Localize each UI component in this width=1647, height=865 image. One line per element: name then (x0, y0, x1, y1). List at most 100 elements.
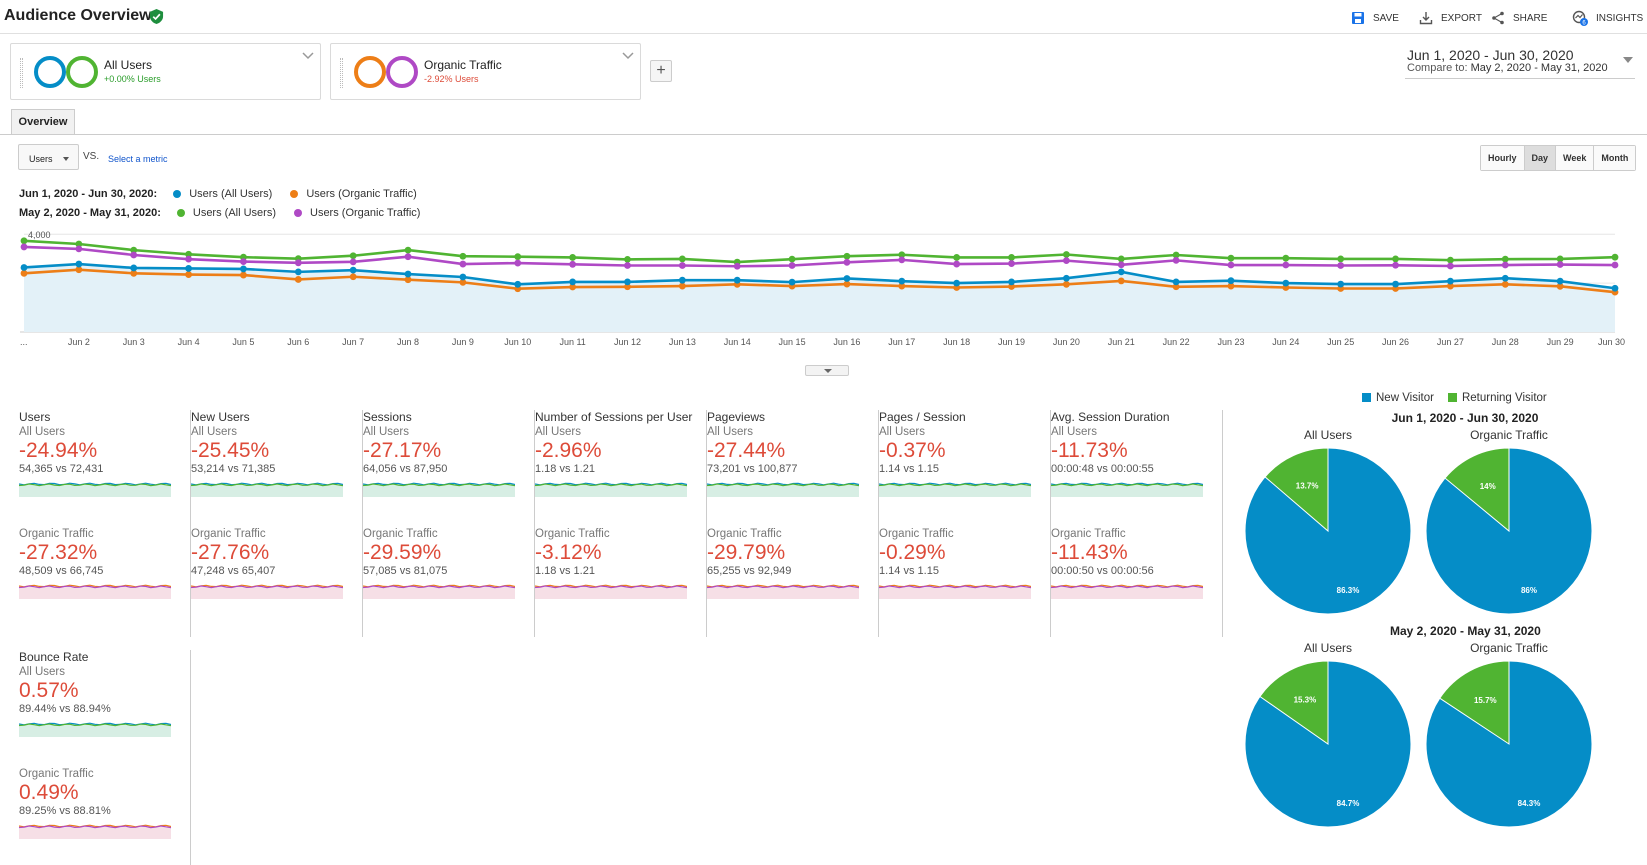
date-range-picker[interactable]: Jun 1, 2020 - Jun 30, 2020 (1407, 47, 1574, 63)
metric-tile[interactable]: Sessions All Users -27.17% 64,056 vs 87,950… (363, 410, 535, 637)
data-point[interactable] (569, 254, 577, 261)
data-point[interactable] (1501, 280, 1509, 288)
data-point[interactable] (843, 280, 851, 288)
data-point[interactable] (130, 264, 138, 272)
data-point[interactable] (898, 282, 906, 290)
data-point[interactable] (514, 253, 522, 261)
data-point[interactable] (898, 256, 906, 264)
granularity-day-button[interactable]: Day (1524, 146, 1557, 170)
data-point[interactable] (1611, 253, 1619, 261)
data-point[interactable] (1282, 254, 1290, 262)
data-point[interactable] (459, 260, 467, 268)
data-point[interactable] (1062, 251, 1070, 258)
data-point[interactable] (404, 276, 412, 284)
export-button[interactable]: EXPORT (1419, 10, 1482, 26)
data-point[interactable] (1282, 279, 1290, 287)
data-point[interactable] (1227, 254, 1235, 262)
segment-card-organic-traffic[interactable]: Organic Traffic -2.92% Users (330, 43, 641, 100)
save-button[interactable]: SAVE (1351, 10, 1399, 26)
data-point[interactable] (1337, 280, 1345, 288)
data-point[interactable] (240, 265, 247, 273)
data-point[interactable] (514, 259, 522, 267)
data-point[interactable] (1337, 262, 1345, 269)
data-point[interactable] (20, 237, 28, 245)
data-point[interactable] (678, 282, 686, 290)
data-point[interactable] (1172, 278, 1180, 286)
data-point[interactable] (1501, 255, 1509, 263)
data-point[interactable] (349, 273, 357, 281)
add-segment-button[interactable]: + (650, 60, 672, 82)
data-point[interactable] (1062, 274, 1070, 282)
data-point[interactable] (294, 276, 302, 283)
data-point[interactable] (514, 280, 522, 288)
data-point[interactable] (624, 283, 631, 291)
metric-dropdown[interactable]: Users (18, 144, 79, 170)
data-point[interactable] (788, 255, 796, 263)
data-point[interactable] (1392, 280, 1399, 288)
data-point[interactable] (75, 260, 83, 268)
data-point[interactable] (1392, 261, 1399, 269)
data-point[interactable] (1447, 256, 1454, 264)
pie-slice-returning-visitor[interactable] (1264, 447, 1329, 533)
data-point[interactable] (349, 266, 357, 274)
data-point[interactable] (459, 278, 467, 286)
data-point[interactable] (1611, 284, 1619, 292)
data-point[interactable] (1556, 261, 1564, 268)
data-point[interactable] (1556, 255, 1564, 263)
data-point[interactable] (75, 240, 83, 248)
data-point[interactable] (953, 260, 961, 268)
data-point[interactable] (1008, 254, 1015, 261)
metric-tile[interactable]: Avg. Session Duration All Users -11.73% 00:… (1051, 410, 1223, 637)
data-point[interactable] (1117, 268, 1125, 276)
metric-tile[interactable]: New Users All Users -25.45% 53,214 vs 71,38… (191, 410, 363, 637)
chevron-down-icon[interactable] (622, 52, 634, 60)
metric-tile[interactable]: Pages / Session All Users -0.37% 1.14 vs 1.… (879, 410, 1051, 637)
granularity-month-button[interactable]: Month (1594, 146, 1636, 170)
data-point[interactable] (1447, 277, 1454, 285)
drag-handle[interactable] (340, 58, 343, 88)
legend-item[interactable]: Users (Organic Traffic) (290, 188, 417, 200)
data-point[interactable] (185, 250, 192, 258)
data-point[interactable] (20, 243, 28, 251)
data-point[interactable] (20, 264, 28, 271)
data-point[interactable] (1172, 283, 1180, 291)
chevron-down-icon[interactable] (302, 52, 314, 60)
data-point[interactable] (733, 276, 741, 284)
data-point[interactable] (20, 269, 28, 277)
data-point[interactable] (1447, 262, 1454, 270)
data-point[interactable] (1227, 277, 1235, 285)
data-point[interactable] (1172, 251, 1180, 259)
data-point[interactable] (185, 271, 192, 278)
data-point[interactable] (1008, 278, 1015, 286)
data-point[interactable] (130, 269, 138, 277)
data-point[interactable] (240, 258, 247, 265)
data-point[interactable] (1117, 255, 1125, 263)
data-point[interactable] (1337, 255, 1345, 263)
data-point[interactable] (404, 270, 412, 278)
data-point[interactable] (1008, 260, 1015, 267)
data-point[interactable] (349, 258, 357, 266)
legend-item[interactable]: Users (All Users) (176, 207, 276, 219)
data-point[interactable] (1611, 261, 1619, 269)
pie-slice-returning-visitor[interactable] (1439, 660, 1510, 745)
metric-tile[interactable]: Pageviews All Users -27.44% 73,201 vs 100,8… (707, 410, 879, 637)
insights-button[interactable]: 6 INSIGHTS (1572, 10, 1643, 26)
data-point[interactable] (1447, 282, 1454, 290)
data-point[interactable] (459, 273, 467, 281)
data-point[interactable] (843, 258, 851, 266)
data-point[interactable] (1117, 261, 1125, 269)
data-point[interactable] (1172, 256, 1180, 264)
metric-tile[interactable]: Number of Sessions per User All Users -2.9… (535, 410, 707, 637)
share-button[interactable]: SHARE (1491, 10, 1547, 26)
data-point[interactable] (1062, 280, 1070, 288)
data-point[interactable] (953, 279, 961, 287)
data-point[interactable] (624, 256, 631, 263)
pie-slice-returning-visitor[interactable] (1444, 447, 1510, 533)
granularity-week-button[interactable]: Week (1556, 146, 1595, 170)
compare-date-range[interactable]: Compare to: May 2, 2020 - May 31, 2020 (1407, 62, 1608, 74)
data-point[interactable] (843, 275, 851, 282)
data-point[interactable] (75, 245, 83, 253)
legend-item[interactable]: Returning Visitor (1447, 392, 1547, 404)
chart-expand-button[interactable] (805, 365, 849, 376)
